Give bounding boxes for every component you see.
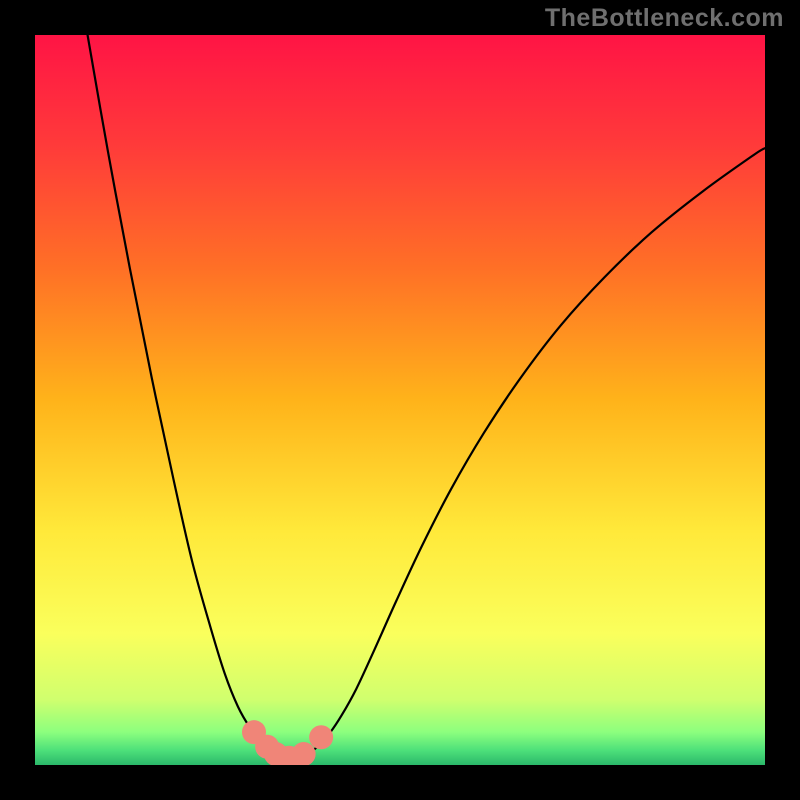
- marker-point: [292, 742, 316, 765]
- plot-area: [35, 35, 765, 765]
- chart-frame: TheBottleneck.com: [0, 0, 800, 800]
- watermark-text: TheBottleneck.com: [545, 4, 784, 33]
- plot-background: [35, 35, 765, 765]
- marker-point: [309, 725, 333, 749]
- chart-svg: [35, 35, 765, 765]
